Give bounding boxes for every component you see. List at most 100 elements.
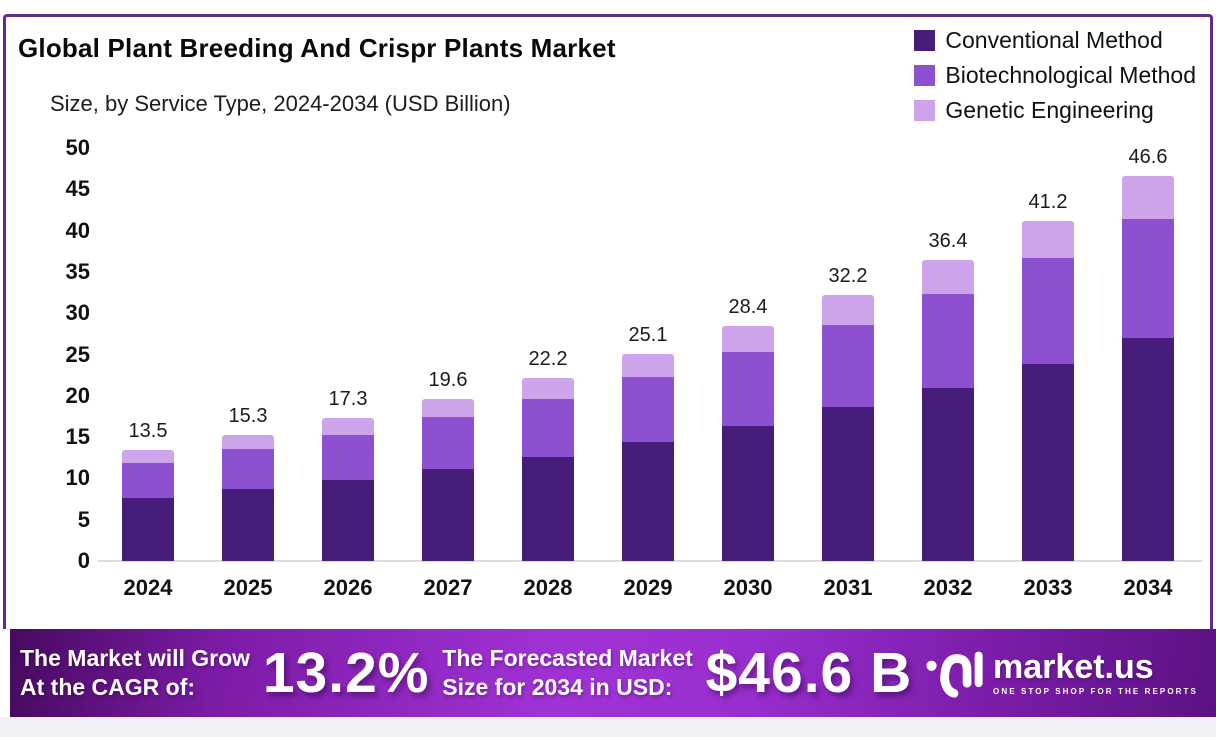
bar-column-2034: 46.6 (1098, 146, 1198, 561)
y-tick-label: 30 (65, 300, 90, 326)
chart-title: Global Plant Breeding And Crispr Plants … (18, 33, 616, 63)
bar-stack (122, 449, 174, 561)
y-tick-label: 35 (65, 258, 90, 284)
y-tick-label: 20 (65, 382, 90, 408)
bar-stack (222, 434, 274, 561)
bar-segment (122, 498, 174, 561)
bar-segment (822, 295, 874, 325)
legend-swatch-biotechnological (914, 65, 936, 86)
bar-segment (1022, 257, 1074, 364)
bar-segment (422, 399, 474, 418)
legend-item-conventional: Conventional Method (914, 27, 1196, 54)
bar-stack (1022, 220, 1074, 561)
cagr-value: 13.2% (262, 641, 430, 705)
bar-segment (522, 377, 574, 400)
legend-label: Genetic Engineering (945, 97, 1154, 123)
x-axis-labels: 2024 2025 2026 2027 2028 2029 2030 2031 2032 2033… (98, 575, 1198, 601)
y-tick-label: 15 (65, 424, 90, 450)
bar-total-label: 25.1 (628, 323, 668, 346)
bar-segment (322, 418, 374, 435)
chart-container: Global Plant Breeding And Crispr Plants … (3, 14, 1213, 629)
bar-column-2026: 17.3 (298, 148, 398, 561)
x-axis-label: 2031 (823, 575, 873, 600)
forecast-value: $46.6 B (705, 641, 913, 705)
y-tick-label: 0 (77, 548, 90, 573)
bar-stack (722, 326, 774, 561)
bar-column-2025: 15.3 (198, 148, 298, 561)
bar-segment (322, 480, 374, 561)
bar-stack (322, 418, 374, 561)
y-tick-label: 10 (65, 465, 90, 491)
bar-segment (922, 387, 974, 561)
x-axis-label: 2032 (923, 575, 973, 600)
y-axis: 0 5 10 15 20 25 30 35 40 45 50 (34, 135, 90, 573)
bar-column-2033: 41.2 (998, 148, 1098, 561)
bar-segment (722, 425, 774, 561)
bar-total-label: 46.6 (1128, 146, 1168, 169)
bar-column-2029: 25.1 (598, 148, 698, 561)
bar-column-2024: 13.5 (98, 148, 198, 561)
bar-column-2032: 36.4 (898, 148, 998, 561)
market-us-logo-icon (926, 651, 983, 698)
bar-segment (822, 407, 874, 561)
bar-segment (722, 326, 774, 353)
forecast-label-line1: The Forecasted Market (442, 645, 693, 672)
bar-column-2027: 19.6 (398, 148, 498, 561)
bar-segment (222, 448, 274, 490)
x-axis-label: 2025 (223, 575, 273, 600)
bar-segment (1022, 363, 1074, 561)
bars-row: 13.5 15.3 17.3 19.6 22.2 25.1 28.4 32.2 36.4 41.2… (98, 146, 1198, 561)
legend-label: Conventional Method (945, 27, 1163, 53)
y-tick-label: 40 (65, 217, 90, 243)
bar-total-label: 32.2 (828, 265, 868, 288)
x-axis-label: 2028 (523, 575, 573, 600)
bar-segment (222, 489, 274, 561)
y-tick-label: 25 (65, 341, 90, 367)
bar-segment (522, 456, 574, 561)
legend-item-genetic: Genetic Engineering (914, 97, 1196, 124)
y-tick-label: 45 (65, 176, 90, 202)
bar-segment (522, 399, 574, 457)
bar-stack (922, 260, 974, 561)
bar-segment (222, 434, 274, 449)
x-axis-label: 2027 (423, 575, 473, 600)
bar-stack (622, 353, 674, 561)
brand-logo: market.us ONE STOP SHOP FOR THE REPORTS (925, 645, 1198, 701)
x-axis-label: 2024 (123, 575, 173, 600)
x-axis-label: 2034 (1123, 575, 1173, 600)
legend-item-biotechnological: Biotechnological Method (914, 62, 1196, 89)
y-tick-label: 5 (77, 506, 90, 532)
bar-segment (1122, 176, 1174, 220)
x-axis-label: 2033 (1023, 575, 1073, 600)
x-axis-label: 2026 (323, 575, 373, 600)
forecast-label: The Forecasted Market Size for 2034 in U… (442, 644, 693, 702)
bar-segment (1122, 337, 1174, 561)
bottom-banner: The Market will Grow At the CAGR of: 13.… (10, 629, 1216, 717)
bar-segment (622, 376, 674, 443)
bar-total-label: 22.2 (528, 347, 568, 370)
brand-name: market.us (993, 648, 1154, 686)
bar-column-2030: 28.4 (698, 148, 798, 561)
cagr-label-line2: At the CAGR of: (20, 674, 196, 700)
x-axis-line (98, 560, 1202, 562)
bar-segment (622, 442, 674, 561)
cagr-label: The Market will Grow At the CAGR of: (20, 644, 250, 702)
x-axis-label: 2029 (623, 575, 673, 600)
bar-total-label: 19.6 (428, 369, 468, 392)
legend: Conventional Method Biotechnological Met… (914, 27, 1196, 124)
bar-segment (422, 469, 474, 561)
legend-swatch-conventional (914, 30, 936, 51)
bar-segment (922, 294, 974, 388)
bar-segment (1122, 219, 1174, 338)
bar-segment (622, 353, 674, 377)
bar-total-label: 13.5 (128, 419, 168, 442)
bar-total-label: 15.3 (228, 404, 268, 427)
bar-total-label: 17.3 (328, 388, 368, 411)
y-tick-label: 50 (65, 135, 90, 160)
bar-segment (722, 352, 774, 426)
bar-column-2028: 22.2 (498, 148, 598, 561)
forecast-label-line2: Size for 2034 in USD: (442, 674, 673, 700)
bar-stack (1122, 176, 1174, 561)
bottom-strip (0, 717, 1216, 737)
